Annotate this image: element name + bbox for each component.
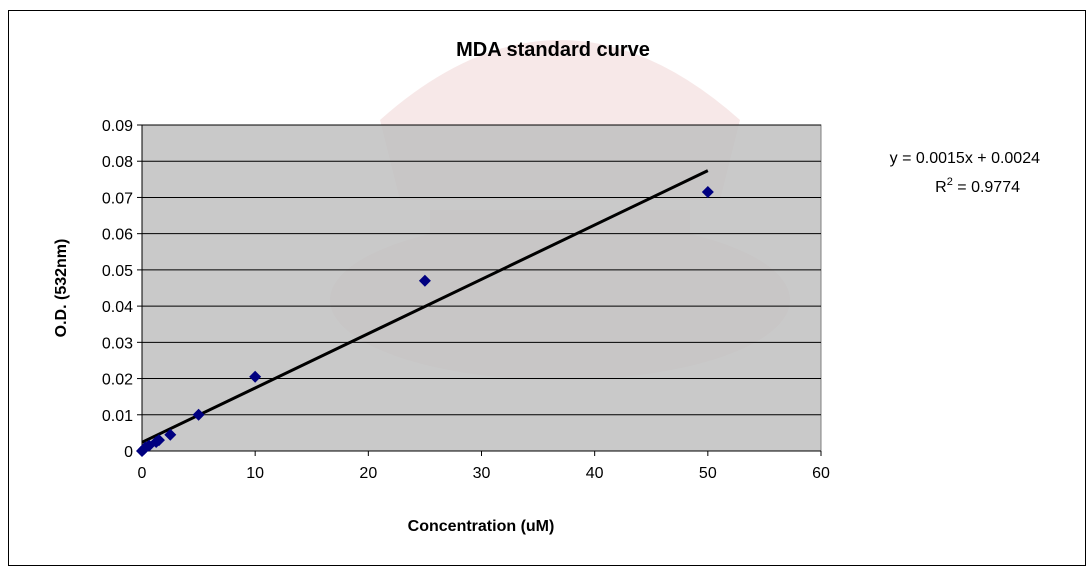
- data-point: [192, 408, 205, 421]
- chart-frame: [8, 10, 1086, 566]
- y-tick-label: 0.06: [102, 227, 133, 244]
- y-tick-label: 0.02: [102, 372, 133, 389]
- plot-area: [141, 124, 822, 452]
- trendline: [141, 169, 709, 444]
- x-tick-label: 30: [473, 465, 491, 482]
- data-point: [249, 370, 262, 383]
- y-tick-label: 0.04: [102, 299, 133, 316]
- y-tick-label: 0.05: [102, 263, 133, 280]
- y-tick-label: 0: [124, 444, 133, 461]
- data-point: [701, 186, 714, 199]
- y-axis-ticks: 0 0.01 0.02 0.03 0.04 0.05 0.06 0.07 0.08 0.09: [102, 118, 142, 461]
- r-squared-sup: 2: [947, 176, 953, 188]
- data-point: [418, 274, 431, 287]
- y-tick-label: 0.08: [102, 154, 133, 171]
- x-tick-label: 0: [138, 465, 147, 482]
- data-point: [152, 434, 165, 447]
- y-tick-label: 0.03: [102, 335, 133, 352]
- data-point: [164, 428, 177, 441]
- chart-title: MDA standard curve: [456, 39, 650, 61]
- y-tick-label: 0.09: [102, 118, 133, 135]
- r-squared-letter: R: [935, 179, 947, 196]
- gridlines: [142, 124, 821, 416]
- y-tick-label: 0.07: [102, 190, 133, 207]
- r-squared-label: R2 = 0.9774: [935, 176, 1020, 196]
- y-tick-label: 0.01: [102, 408, 133, 425]
- x-axis-ticks: 0 10 20 30 40 50 60: [138, 451, 830, 482]
- trendline-equation: y = 0.0015x + 0.0024: [890, 150, 1040, 167]
- x-tick-label: 60: [812, 465, 830, 482]
- data-points: [136, 186, 714, 457]
- r-squared-value: = 0.9774: [953, 179, 1020, 196]
- x-tick-label: 40: [586, 465, 604, 482]
- x-tick-label: 50: [699, 465, 717, 482]
- y-axis-title: O.D. (532nm): [53, 239, 70, 338]
- x-tick-label: 10: [246, 465, 264, 482]
- x-axis-title: Concentration (uM): [408, 518, 555, 535]
- x-tick-label: 20: [359, 465, 377, 482]
